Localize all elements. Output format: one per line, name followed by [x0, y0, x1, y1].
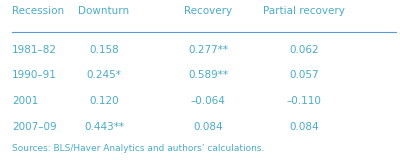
Text: –0.110: –0.110 — [286, 96, 322, 106]
Text: 0.443**: 0.443** — [84, 122, 124, 132]
Text: Recession: Recession — [12, 6, 64, 16]
Text: 0.277**: 0.277** — [188, 45, 228, 55]
Text: 0.084: 0.084 — [193, 122, 223, 132]
Text: 0.245*: 0.245* — [86, 70, 122, 80]
Text: 1990–91: 1990–91 — [12, 70, 57, 80]
Text: 0.084: 0.084 — [289, 122, 319, 132]
Text: 0.120: 0.120 — [89, 96, 119, 106]
Text: Downturn: Downturn — [78, 6, 130, 16]
Text: Recovery: Recovery — [184, 6, 232, 16]
Text: 2001: 2001 — [12, 96, 38, 106]
Text: 0.589**: 0.589** — [188, 70, 228, 80]
Text: Sources: BLS/Haver Analytics and authors’ calculations.: Sources: BLS/Haver Analytics and authors… — [12, 144, 264, 153]
Text: –0.064: –0.064 — [190, 96, 226, 106]
Text: 0.158: 0.158 — [89, 45, 119, 55]
Text: 0.057: 0.057 — [289, 70, 319, 80]
Text: 0.062: 0.062 — [289, 45, 319, 55]
Text: 1981–82: 1981–82 — [12, 45, 57, 55]
Text: Partial recovery: Partial recovery — [263, 6, 345, 16]
Text: 2007–09: 2007–09 — [12, 122, 57, 132]
